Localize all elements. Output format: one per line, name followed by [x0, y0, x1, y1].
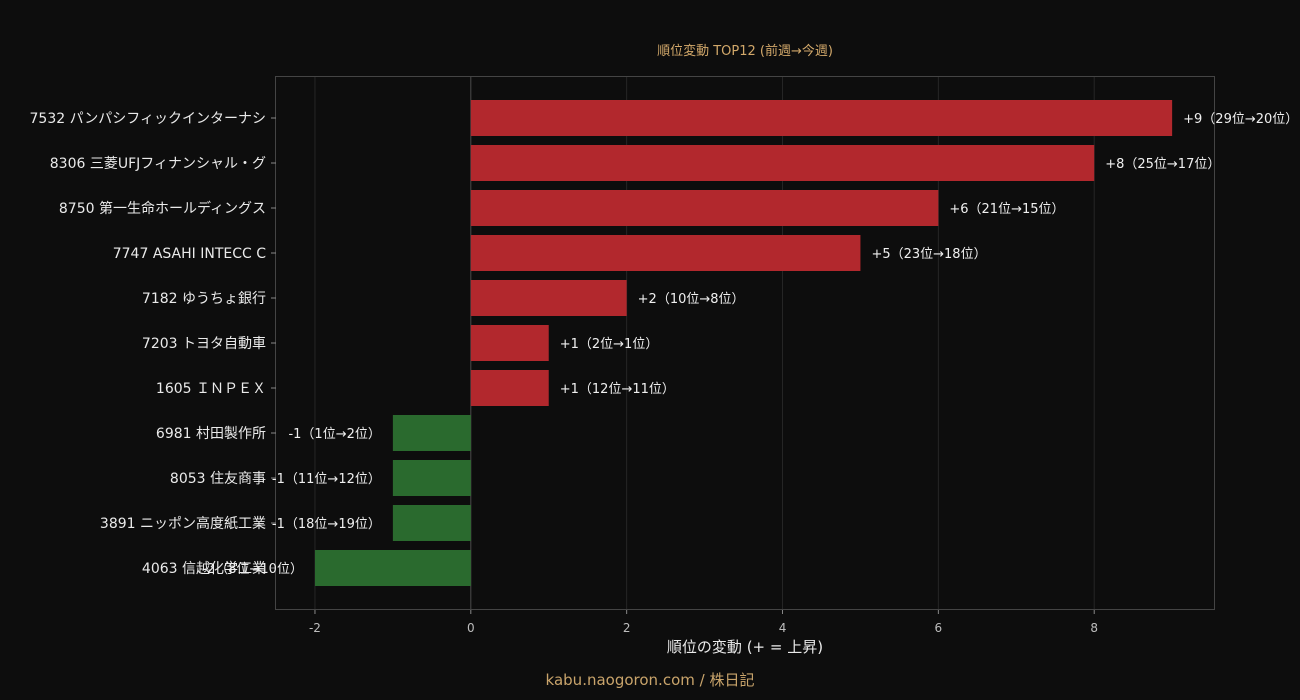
footer-credit: kabu.naogoron.com / 株日記	[546, 671, 755, 689]
x-tick-label: 8	[1090, 621, 1098, 635]
bar	[470, 100, 1173, 136]
data-labels: +9（29位→20位） +8（25位→17位） +6（21位→15位） +5（23位→…	[202, 112, 1298, 577]
category-label: 7182 ゆうちょ銀行	[142, 291, 266, 307]
data-label: -1（18位→19位）	[272, 517, 381, 532]
bar	[314, 550, 471, 586]
x-tick-label: 4	[779, 621, 787, 635]
category-label: 7532 パンパシフィックインターナシ	[30, 111, 267, 127]
x-axis-ticks: -2 0 2 4 6 8	[309, 610, 1098, 635]
bar	[470, 280, 627, 316]
data-label: +6（21位→15位）	[949, 202, 1064, 217]
bar	[392, 460, 471, 496]
bars	[314, 100, 1173, 586]
data-label: +8（25位→17位）	[1105, 157, 1220, 172]
data-label: +1（12位→11位）	[560, 382, 675, 397]
bar	[470, 145, 1095, 181]
category-label: 1605 ＩＮＰＥＸ	[156, 381, 266, 397]
data-label: -2（8位→10位）	[202, 562, 303, 577]
data-label: -1（11位→12位）	[272, 472, 381, 487]
category-label: 8053 住友商事	[170, 471, 266, 487]
bar	[392, 415, 471, 451]
bar	[470, 235, 861, 271]
chart-title: 順位変動 TOP12 (前週→今週)	[657, 43, 833, 59]
category-label: 4063 信越化学工業	[142, 561, 266, 577]
category-label: 7747 ASAHI INTECC C	[113, 246, 266, 262]
category-labels: 7532 パンパシフィックインターナシ 8306 三菱UFJフィナンシャル・グ 87…	[30, 111, 276, 577]
x-tick-label: -2	[309, 621, 321, 635]
x-tick-label: 2	[623, 621, 631, 635]
data-label: +1（2位→1位）	[560, 337, 659, 352]
bar	[470, 370, 549, 406]
data-label: +2（10位→8位）	[638, 292, 745, 307]
category-label: 8750 第一生命ホールディングス	[59, 200, 266, 217]
data-label: -1（1位→2位）	[288, 427, 380, 442]
data-label: +5（23位→18位）	[871, 247, 986, 262]
bar	[392, 505, 471, 541]
x-tick-label: 6	[935, 621, 943, 635]
x-axis-label: 順位の変動 (+ = 上昇)	[667, 638, 823, 656]
category-label: 6981 村田製作所	[156, 426, 266, 442]
category-label: 3891 ニッポン高度紙工業	[100, 515, 266, 532]
data-label: +9（29位→20位）	[1183, 112, 1298, 127]
category-label: 7203 トヨタ自動車	[142, 335, 266, 352]
bar	[470, 190, 939, 226]
category-label: 8306 三菱UFJフィナンシャル・グ	[50, 156, 266, 172]
x-tick-label: 0	[467, 621, 475, 635]
bar	[470, 325, 549, 361]
